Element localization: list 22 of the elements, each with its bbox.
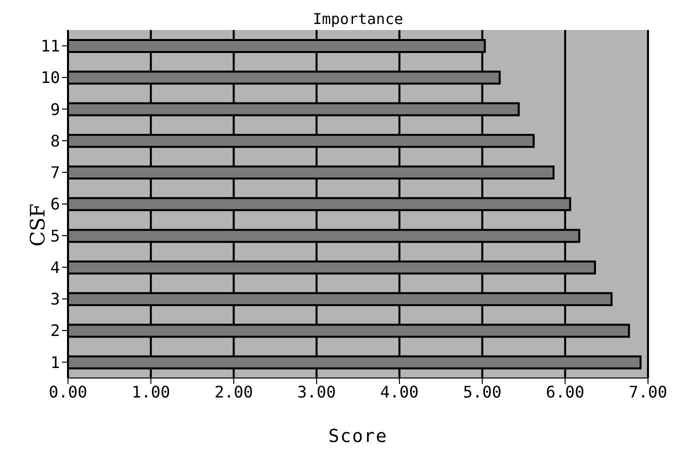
- chart-title: Importance: [312, 10, 404, 28]
- y-tick-label: 2: [50, 321, 60, 340]
- y-tick-label: 9: [50, 100, 60, 119]
- x-axis-title: Score: [327, 426, 389, 447]
- x-tick-label: 5.00: [463, 382, 502, 402]
- y-tick-label: 11: [40, 36, 60, 56]
- y-axis-title: CSF: [25, 204, 50, 246]
- y-tick-label: 4: [50, 258, 60, 277]
- y-tick-label: 3: [50, 290, 60, 309]
- x-tick-label: 6.00: [546, 382, 584, 402]
- y-tick-label: 1: [50, 352, 60, 372]
- x-tick-label: 1.00: [132, 382, 170, 402]
- x-tick-label: 3.00: [297, 382, 336, 402]
- x-tick-label: 7.00: [628, 382, 668, 402]
- y-tick-label: 6: [50, 194, 60, 214]
- x-tick-label: 0.00: [48, 382, 88, 402]
- x-tick-label: 2.00: [214, 382, 253, 402]
- y-tick-label: 7: [50, 163, 60, 182]
- x-tick-label: 4.00: [380, 382, 419, 402]
- y-tick-label: 8: [50, 131, 60, 150]
- y-tick-label: 5: [50, 226, 60, 246]
- y-tick-label: 10: [40, 68, 60, 88]
